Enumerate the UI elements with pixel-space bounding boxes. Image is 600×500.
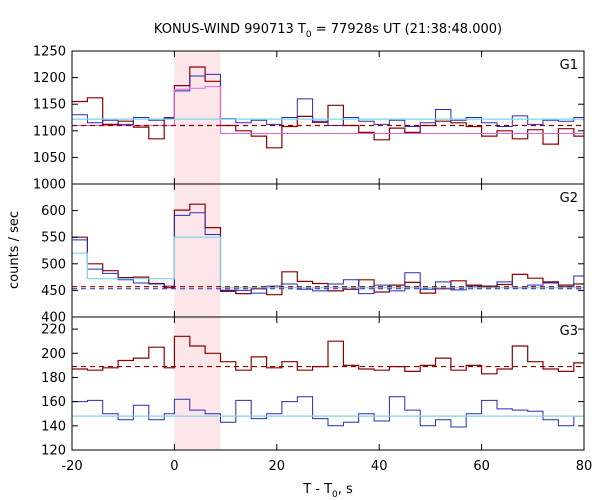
series-line: [72, 236, 584, 289]
y-axis-label: counts / sec: [7, 211, 22, 289]
series-line: [72, 335, 584, 375]
y-tick-label: 160: [41, 395, 66, 410]
panel-g2: 400 450 500 550 600 G2: [41, 183, 585, 326]
panel-g1: 1000 1050 1100 1150 1200 1250 G1: [33, 45, 585, 193]
x-tick-label: 20: [269, 459, 286, 474]
x-tick-label: 60: [473, 459, 490, 474]
y-tick-label: 200: [41, 347, 66, 362]
highlight-region: [174, 184, 221, 317]
y-tick-label: 1100: [33, 124, 66, 139]
y-tick-label: 1250: [33, 45, 66, 60]
y-tick-label: 140: [41, 419, 66, 434]
panel-label: G1: [560, 58, 578, 73]
chart-title: KONUS-WIND 990713 T0 = 77928s UT (21:38:…: [154, 22, 502, 40]
x-tick-label: 40: [371, 459, 388, 474]
x-tick-label: 80: [576, 459, 593, 474]
series-line: [72, 66, 584, 149]
y-tick-label: 1150: [33, 98, 66, 113]
y-tick-label: 120: [41, 444, 66, 459]
panel-frame: [71, 316, 585, 451]
x-axis-label: T - T0, s: [302, 482, 353, 500]
highlight-region: [174, 317, 221, 450]
panel-frame: [71, 183, 585, 318]
y-tick-label: 1000: [33, 178, 66, 193]
highlight-region: [174, 51, 221, 184]
y-tick-label: 1200: [33, 71, 66, 86]
panels-layer: 100010501100115012001250G140045050055060…: [33, 45, 592, 475]
y-tick-label: 550: [41, 231, 66, 246]
panel-g3: 120 140 160 180 200 220 G3: [41, 316, 585, 459]
x-tick-label: 0: [170, 459, 178, 474]
y-tick-label: 220: [41, 323, 66, 338]
series-line: [72, 396, 584, 428]
x-tick-label: -20: [61, 459, 82, 474]
y-tick-label: 450: [41, 284, 66, 299]
y-tick-label: 400: [41, 311, 66, 326]
panel-label: G3: [560, 324, 578, 339]
series-line: [72, 203, 584, 296]
y-tick-label: 1050: [33, 151, 66, 166]
y-tick-label: 180: [41, 371, 66, 386]
y-tick-label: 600: [41, 204, 66, 219]
y-tick-label: 500: [41, 257, 66, 272]
panel-label: G2: [560, 191, 578, 206]
series-line: [72, 86, 584, 134]
